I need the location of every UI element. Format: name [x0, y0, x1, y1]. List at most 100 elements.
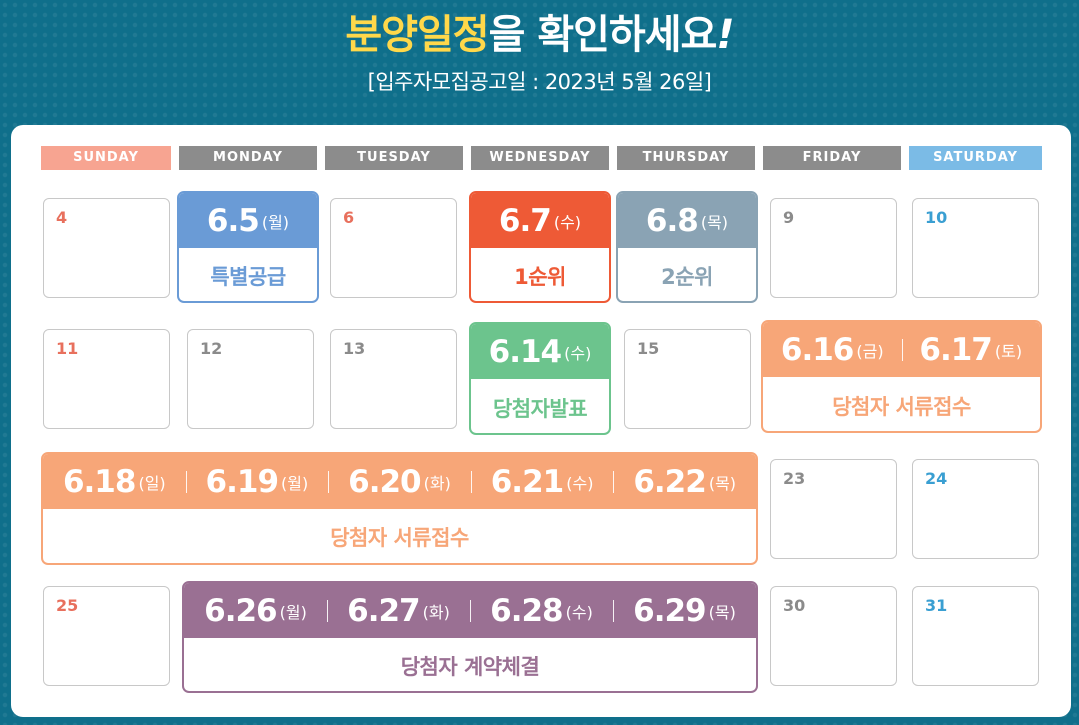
event-date: 6.28	[490, 592, 563, 629]
title-highlight: 분양일정	[345, 12, 489, 58]
event-date-bar: 6.18 (일) 6.19 (월) 6.20 (화) 6.21 (수) 6.22 (목)	[43, 454, 756, 509]
event-label: 1순위	[514, 265, 566, 289]
date-segment: 6.27 (화)	[327, 593, 470, 629]
event-weekday: (월)	[281, 473, 309, 493]
date-cell: 13	[330, 329, 457, 429]
date-segment: 6.18 (일)	[43, 464, 186, 500]
date-segment: 6.16 (금)	[763, 332, 902, 368]
date-cell: 12	[187, 329, 314, 429]
date-segment: 6.26 (월)	[184, 593, 327, 629]
event-date-bar: 6.14 (수)	[471, 324, 609, 379]
event-date: 6.20	[348, 463, 421, 500]
event-date: 6.16	[780, 331, 854, 368]
event-weekday: (토)	[994, 341, 1023, 361]
announcement-date: [입주자모집공고일 : 2023년 5월 26일]	[367, 70, 712, 94]
event-date-bar: 6.5 (월)	[179, 193, 317, 248]
event-date: 6.18	[62, 463, 136, 500]
event-weekday: (월)	[279, 602, 307, 622]
date-cell: 24	[912, 459, 1039, 559]
event-first-priority: 6.7 (수) 1순위	[469, 191, 611, 303]
event-label: 당첨자발표	[492, 397, 588, 421]
event-weekday: (수)	[553, 212, 582, 232]
event-date-bar: 6.26 (월) 6.27 (화) 6.28 (수) 6.29 (목)	[184, 583, 756, 638]
event-label: 특별공급	[210, 265, 286, 289]
date-number: 11	[56, 339, 79, 358]
date-cell: 10	[912, 198, 1039, 298]
date-cell: 25	[43, 586, 170, 686]
event-weekday: (화)	[423, 473, 451, 493]
date-number: 10	[925, 208, 948, 227]
day-header-saturday: SATURDAY	[909, 146, 1042, 170]
date-number: 30	[783, 596, 806, 615]
event-contract-signing: 6.26 (월) 6.27 (화) 6.28 (수) 6.29 (목) 당첨자 계약체결	[182, 581, 758, 693]
page-title: 분양일정을 확인하세요!	[0, 2, 1079, 60]
event-weekday: (일)	[138, 473, 166, 493]
event-weekday: (화)	[422, 602, 450, 622]
date-number: 4	[56, 208, 68, 227]
event-document-submission-1: 6.16 (금) 6.17 (토) 당첨자 서류접수	[761, 320, 1042, 433]
date-segment: 6.20 (화)	[328, 464, 471, 500]
event-date-bar: 6.16 (금) 6.17 (토)	[763, 322, 1040, 377]
date-cell: 4	[43, 198, 170, 298]
event-weekday: (목)	[708, 473, 737, 493]
date-number: 13	[343, 339, 366, 358]
day-header-thursday: THURSDAY	[617, 146, 755, 170]
day-header-monday: MONDAY	[179, 146, 317, 170]
date-number: 24	[925, 469, 948, 488]
date-segment: 6.29 (목)	[613, 593, 756, 629]
event-date: 6.14	[488, 333, 562, 370]
event-weekday: (월)	[261, 212, 290, 232]
event-date: 6.22	[633, 463, 706, 500]
event-weekday: (수)	[566, 473, 594, 493]
date-segment: 6.19 (월)	[185, 463, 329, 500]
event-date-bar: 6.8 (목)	[618, 193, 756, 248]
event-weekday: (수)	[565, 602, 593, 622]
event-label: 당첨자 계약체결	[400, 655, 540, 679]
date-number: 12	[200, 339, 223, 358]
day-header-sunday: SUNDAY	[41, 146, 171, 170]
date-segment: 6.17 (토)	[901, 331, 1041, 368]
date-cell: 23	[770, 459, 897, 559]
event-label: 당첨자 서류접수	[832, 395, 971, 419]
event-date: 6.7	[498, 202, 552, 239]
date-cell: 31	[912, 586, 1039, 686]
day-header-wednesday: WEDNESDAY	[471, 146, 609, 170]
date-number: 6	[343, 208, 355, 227]
title-mark: !	[716, 12, 734, 58]
date-number: 31	[925, 596, 948, 615]
date-number: 9	[783, 208, 795, 227]
event-weekday: (목)	[700, 212, 729, 232]
event-weekday: (목)	[708, 602, 736, 622]
event-date: 6.5	[206, 202, 260, 239]
date-cell: 9	[770, 198, 897, 298]
event-document-submission-2: 6.18 (일) 6.19 (월) 6.20 (화) 6.21 (수) 6.22 (목) …	[41, 452, 758, 565]
date-segment: 6.21 (수)	[470, 463, 614, 500]
event-date: 6.21	[490, 463, 564, 500]
date-number: 25	[56, 596, 79, 615]
day-header-tuesday: TUESDAY	[325, 146, 463, 170]
event-second-priority: 6.8 (목) 2순위	[616, 191, 758, 303]
event-weekday: (수)	[564, 343, 592, 363]
event-date: 6.26	[204, 592, 277, 629]
event-label: 2순위	[661, 265, 713, 289]
date-cell: 11	[43, 329, 170, 429]
event-date: 6.17	[919, 331, 992, 368]
day-header-friday: FRIDAY	[763, 146, 901, 170]
date-segment: 6.22 (목)	[613, 464, 756, 500]
date-cell: 6	[330, 198, 457, 298]
date-number: 15	[637, 339, 660, 358]
date-cell: 15	[624, 329, 751, 429]
event-date-bar: 6.7 (수)	[471, 193, 609, 248]
event-date: 6.29	[633, 592, 706, 629]
date-number: 23	[783, 469, 806, 488]
title-rest: 을 확인하세요	[488, 12, 718, 58]
event-label: 당첨자 서류접수	[330, 526, 469, 550]
event-date: 6.27	[347, 592, 420, 629]
event-winner-announcement: 6.14 (수) 당첨자발표	[469, 322, 611, 435]
event-weekday: (금)	[856, 341, 884, 361]
event-special-supply: 6.5 (월) 특별공급	[177, 191, 319, 303]
date-segment: 6.28 (수)	[470, 593, 613, 629]
event-date: 6.8	[645, 202, 699, 239]
event-date: 6.19	[205, 463, 279, 500]
date-cell: 30	[770, 586, 897, 686]
